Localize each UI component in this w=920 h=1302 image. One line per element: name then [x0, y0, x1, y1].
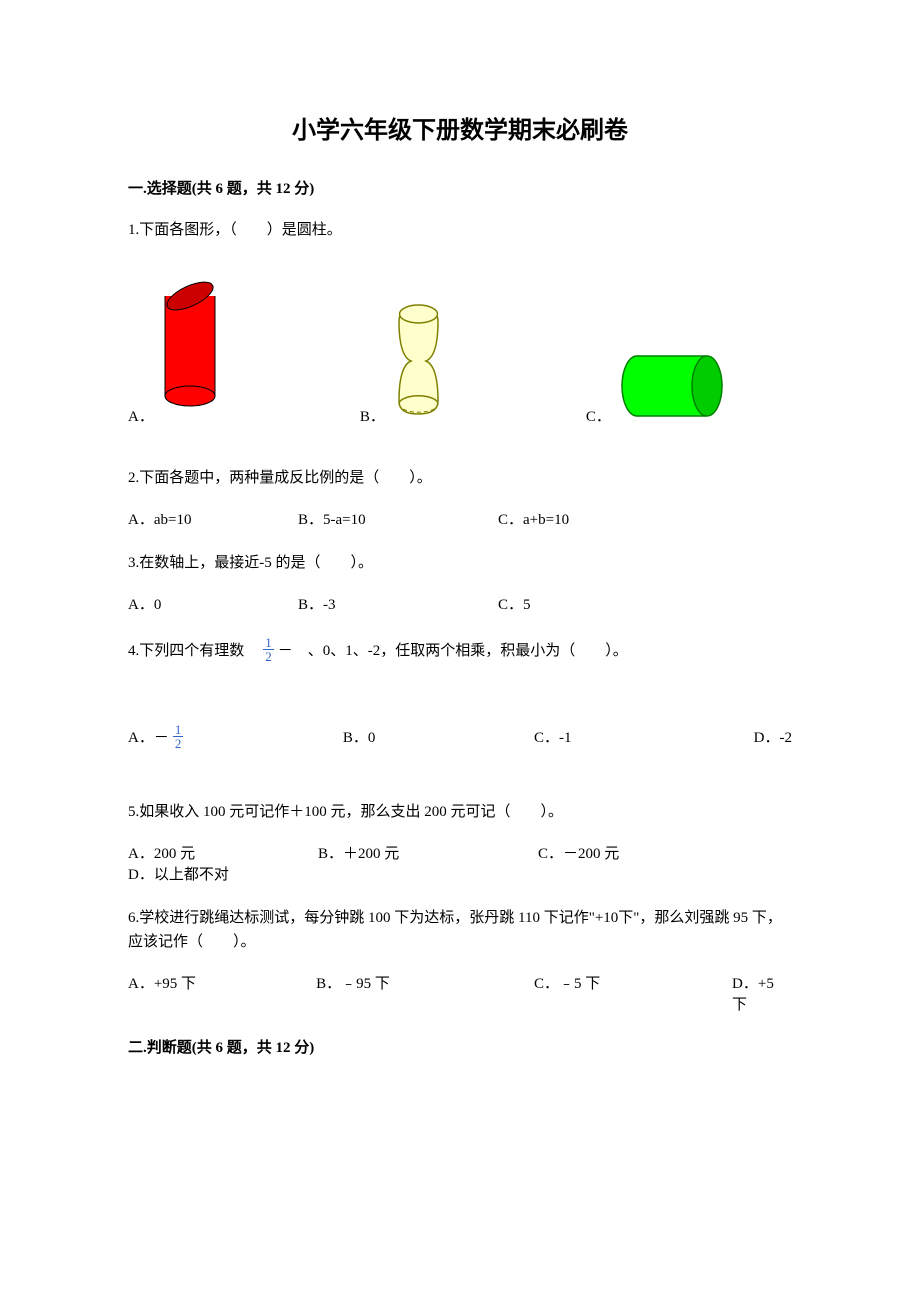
q4-text2: － 、0、1、-2，任取两个相乘，积最小为（ ）。 — [278, 639, 628, 660]
question-2: 2.下面各题中，两种量成反比例的是（ ）。 — [128, 466, 792, 490]
hourglass-icon — [391, 296, 446, 426]
q4-fraction-icon: 1 2 — [263, 636, 274, 663]
q2-opt-a: A．ab=10 — [128, 508, 298, 529]
q1-option-c: C． — [586, 346, 727, 426]
q4-opt-a-prefix: A．－ — [128, 726, 169, 747]
question-6: 6.学校进行跳绳达标测试，每分钟跳 100 下为达标，张丹跳 110 下记作"+… — [128, 906, 792, 954]
page-title: 小学六年级下册数学期末必刷卷 — [128, 110, 792, 145]
q5-opt-b: B．＋200 元 — [318, 842, 538, 863]
q6-opt-a: A．+95 下 — [128, 972, 316, 1014]
q5-opt-d: D．以上都不对 — [128, 863, 229, 884]
q4a-frac-num: 1 — [173, 723, 184, 737]
q3-options: A．0 B．-3 C．5 — [128, 593, 792, 614]
q4-opt-a: A．－ 1 2 — [128, 723, 343, 750]
q3-opt-b: B．-3 — [298, 593, 498, 614]
q2-opt-c: C．a+b=10 — [498, 508, 698, 529]
q4-opt-c: C．-1 — [534, 726, 754, 747]
q1-option-b: B． — [360, 296, 446, 426]
q5-options: A．200 元 B．＋200 元 C．－200 元 D．以上都不对 — [128, 842, 792, 884]
q4-frac-den: 2 — [263, 650, 274, 663]
question-1-images: A． B． C． — [128, 266, 792, 426]
q5-opt-c: C．－200 元 — [538, 842, 768, 863]
q6-options: A．+95 下 B．﹣95 下 C．﹣5 下 D．+5 下 — [128, 972, 792, 1014]
question-3: 3.在数轴上，最接近-5 的是（ ）。 — [128, 551, 792, 575]
q2-options: A．ab=10 B．5-a=10 C．a+b=10 — [128, 508, 792, 529]
q4-opt-b: B．0 — [343, 726, 534, 747]
q4a-frac-den: 2 — [173, 737, 184, 750]
q4-opt-d: D．-2 — [754, 726, 792, 747]
q2-opt-b: B．5-a=10 — [298, 508, 498, 529]
q3-opt-a: A．0 — [128, 593, 298, 614]
q1-opt-c-label: C． — [586, 405, 611, 426]
q4-opt-a-fraction-icon: 1 2 — [173, 723, 184, 750]
q1-option-a: A． — [128, 266, 220, 426]
q4-options: A．－ 1 2 B．0 C．-1 D．-2 — [128, 723, 792, 750]
cylinder-red-icon — [160, 266, 220, 426]
q6-opt-d: D．+5 下 — [732, 972, 792, 1014]
question-5: 5.如果收入 100 元可记作＋100 元，那么支出 200 元可记（ ）。 — [128, 800, 792, 824]
q5-opt-a: A．200 元 — [128, 842, 318, 863]
q4-text1: 4.下列四个有理数 — [128, 639, 259, 660]
question-1: 1.下面各图形，（ ）是圆柱。 — [128, 218, 792, 242]
question-4: 4.下列四个有理数 1 2 － 、0、1、-2，任取两个相乘，积最小为（ ）。 — [128, 636, 792, 663]
cylinder-green-icon — [617, 346, 727, 426]
q6-opt-b: B．﹣95 下 — [316, 972, 534, 1014]
section1-header: 一.选择题(共 6 题，共 12 分) — [128, 177, 792, 198]
q6-opt-c: C．﹣5 下 — [534, 972, 732, 1014]
q1-opt-b-label: B． — [360, 405, 385, 426]
q3-opt-c: C．5 — [498, 593, 698, 614]
section2-header: 二.判断题(共 6 题，共 12 分) — [128, 1036, 792, 1057]
q1-opt-a-label: A． — [128, 405, 154, 426]
q4-frac-num: 1 — [263, 636, 274, 650]
